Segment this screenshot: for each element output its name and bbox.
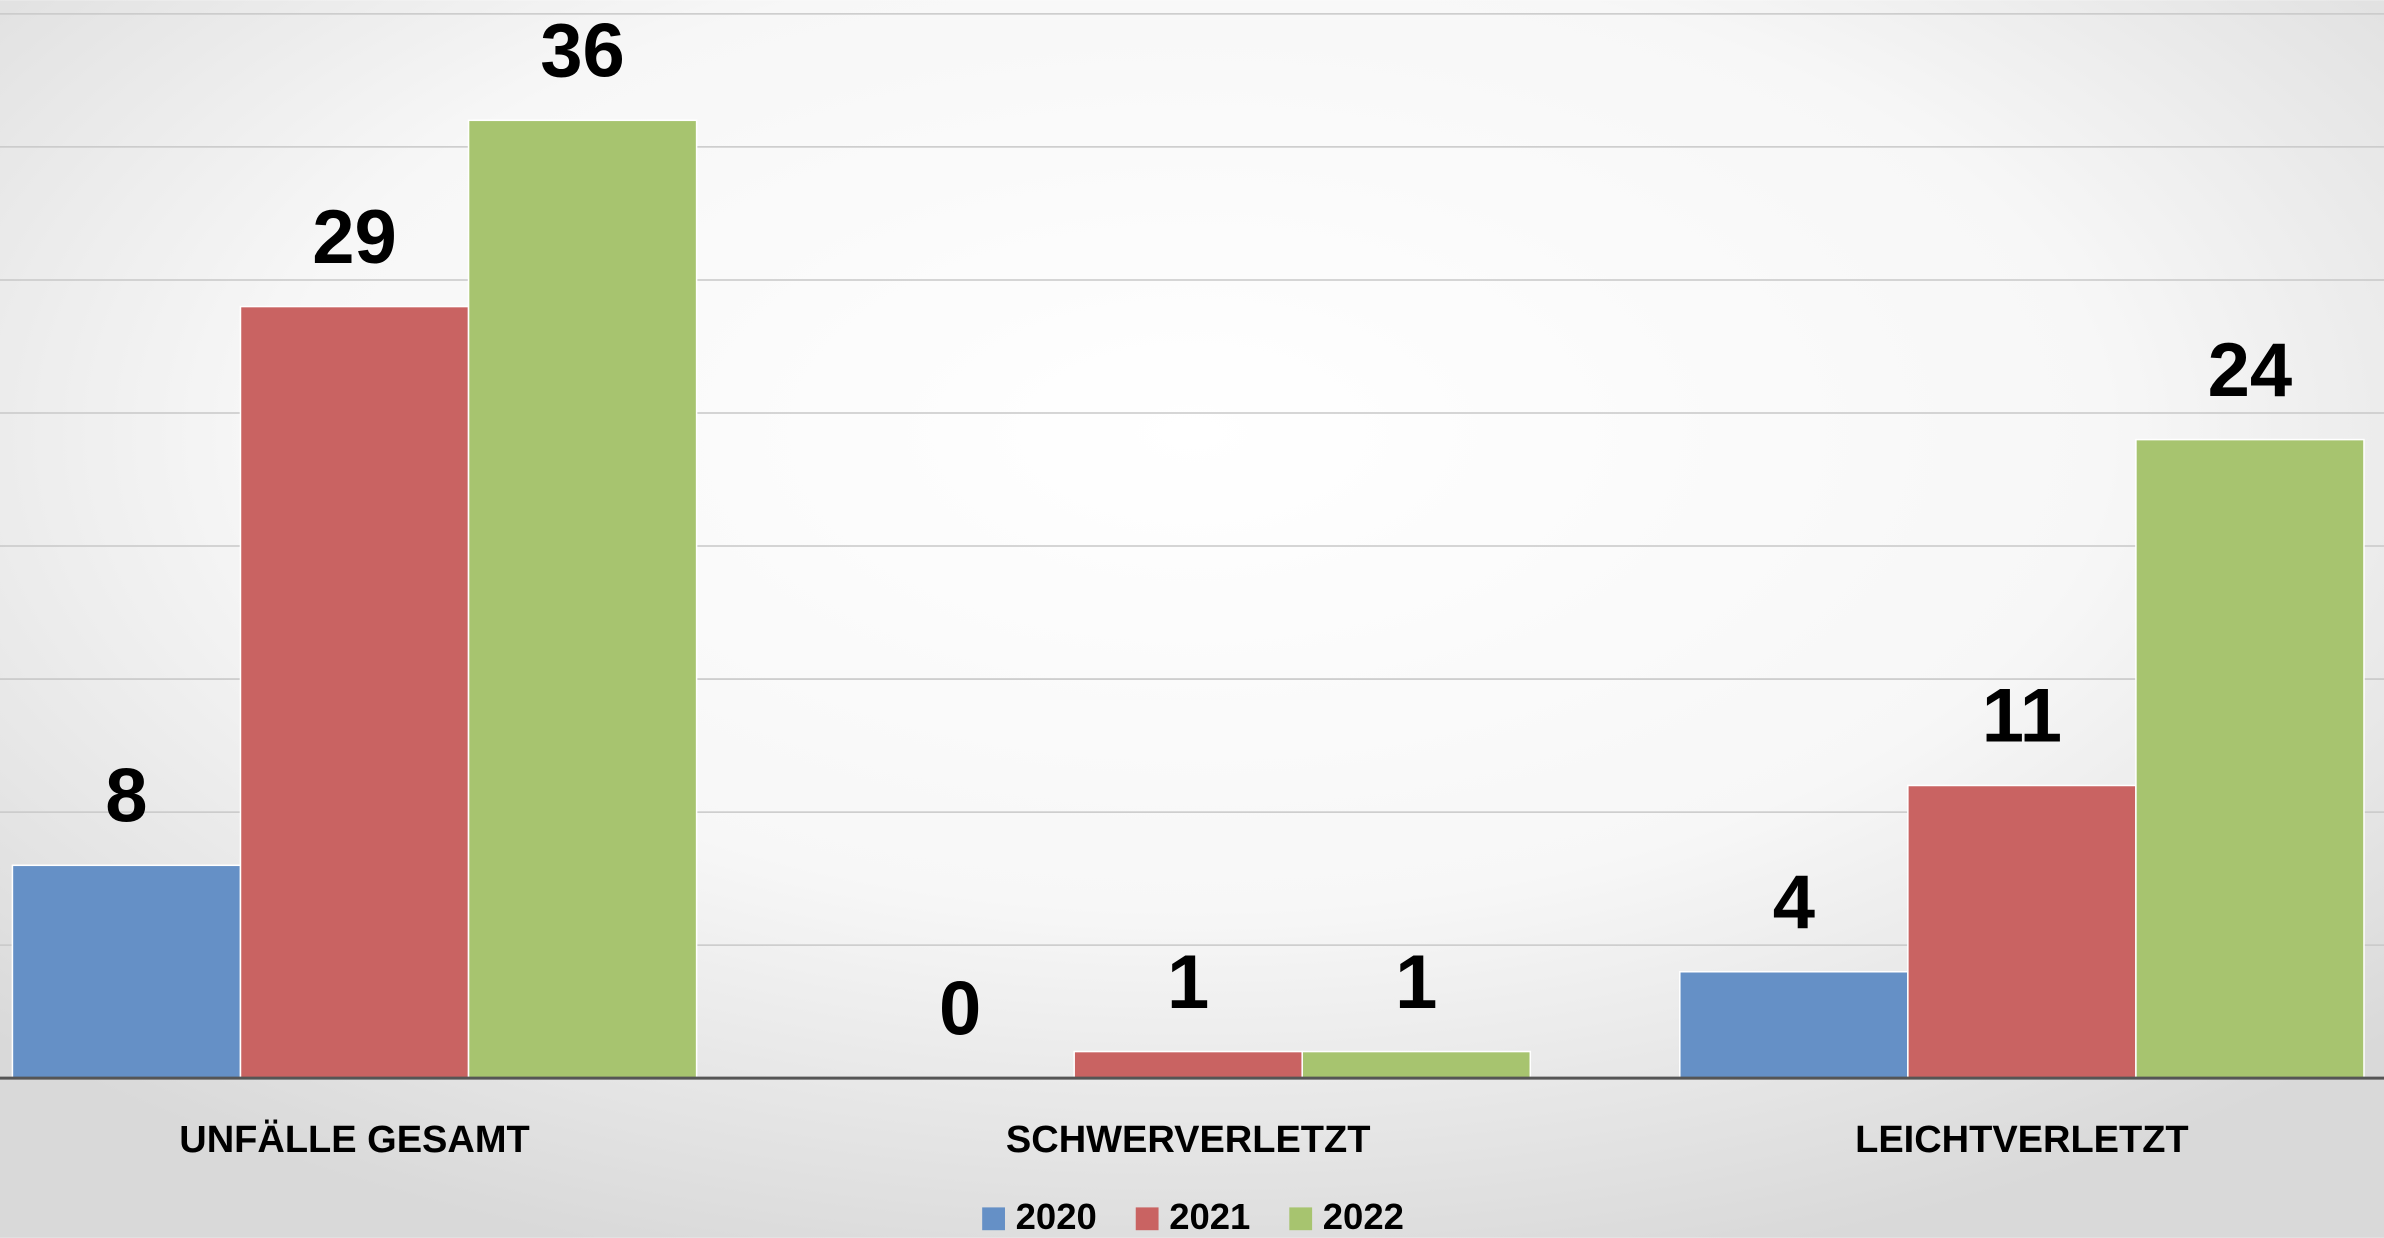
value-label: 1 (1167, 940, 1209, 1025)
bar (11, 864, 242, 1079)
bar (467, 119, 698, 1079)
value-label: 29 (312, 195, 397, 280)
bar (1073, 1050, 1303, 1079)
value-label: 24 (2208, 328, 2293, 413)
legend-label: 2022 (1323, 1196, 1404, 1237)
bar (1679, 970, 1909, 1079)
legend-label: 2020 (1016, 1196, 1097, 1237)
value-label: 4 (1773, 860, 1815, 945)
bar (1301, 1050, 1532, 1079)
x-tick-label: UNFÄLLE GESAMT (179, 1118, 529, 1161)
value-label: 36 (540, 9, 625, 94)
value-label: 8 (105, 754, 147, 839)
bar (239, 305, 470, 1079)
legend-swatch (1289, 1207, 1313, 1231)
legend-swatch (982, 1207, 1005, 1231)
legend-swatch (1135, 1207, 1159, 1231)
x-tick-label: SCHWERVERLETZT (1006, 1119, 1371, 1161)
x-tick-label: LEICHTVERLETZT (1855, 1119, 2189, 1161)
bar (2135, 438, 2365, 1079)
value-label: 1 (1395, 940, 1437, 1025)
bar (1907, 784, 2137, 1079)
value-label: 0 (939, 966, 981, 1051)
value-label: 11 (1982, 674, 2062, 759)
legend-label: 2021 (1169, 1196, 1250, 1237)
